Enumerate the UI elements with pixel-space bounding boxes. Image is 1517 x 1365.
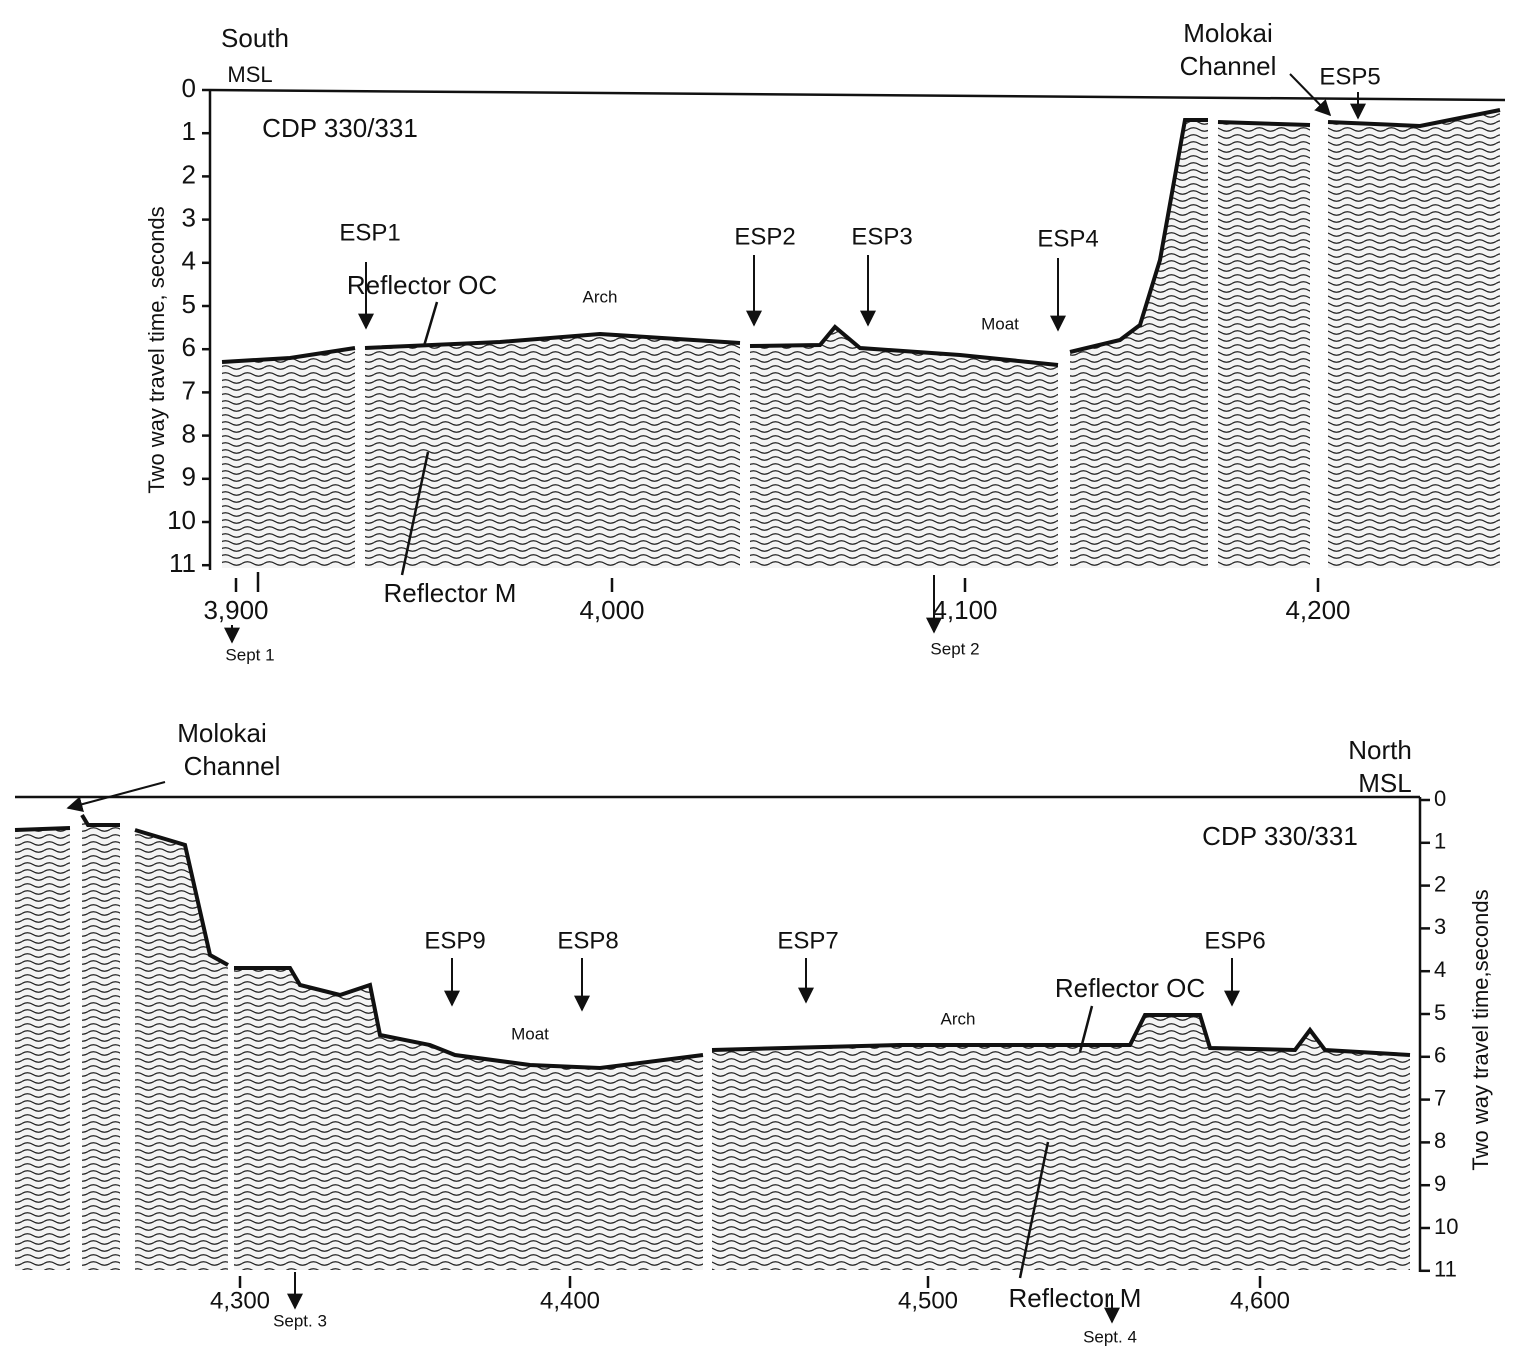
y-tick-label: 0 [182, 73, 196, 103]
seafloor-reflector [234, 966, 704, 1071]
y-tick-label: 11 [169, 548, 196, 578]
seismic-section [234, 968, 703, 1270]
x-tick-label: 4,600 [1230, 1287, 1290, 1314]
reflector-label: Reflector M [384, 578, 517, 608]
seafloor-reflector [134, 828, 229, 967]
reflector-label: Reflector M [1009, 1283, 1142, 1313]
seismic-section [135, 830, 228, 1270]
channel-label: Channel [1180, 51, 1277, 81]
msl-line [209, 88, 1506, 102]
channel-label: Channel [184, 751, 281, 781]
leader-line [422, 301, 439, 347]
y-tick-label: 7 [182, 375, 196, 405]
y-tick-label: 8 [1434, 1128, 1446, 1153]
y-tick-label: 6 [1434, 1043, 1446, 1068]
y-tick-label: 6 [182, 332, 196, 362]
arrow [66, 781, 166, 812]
feature-label: Arch [583, 287, 618, 306]
section-title: CDP 330/331 [1202, 821, 1358, 851]
x-tick-label: 4,300 [210, 1287, 270, 1314]
seafloor-reflector [749, 324, 1059, 367]
x-tick-label: 4,000 [579, 595, 644, 625]
reflector-label: Reflector OC [347, 270, 497, 300]
esp-label: ESP3 [851, 223, 912, 250]
date-label: Sept. 4 [1083, 1327, 1137, 1346]
y-axis-label: Two way travel time,seconds [1468, 889, 1493, 1170]
date-label: Sept. 3 [273, 1311, 327, 1330]
seafloor-reflector [14, 826, 71, 832]
y-tick-label: 5 [182, 289, 196, 319]
y-tick-label: 10 [167, 505, 196, 535]
seafloor-reflector [1327, 108, 1501, 129]
seafloor-reflector [364, 331, 741, 350]
esp-label: ESP4 [1037, 225, 1098, 252]
direction-label: North [1348, 735, 1412, 765]
feature-label: Arch [941, 1009, 976, 1028]
reflector-label: Reflector OC [1055, 973, 1205, 1003]
esp-label: ESP7 [777, 927, 838, 954]
esp-label: ESP1 [339, 219, 400, 246]
x-tick-label: 3,900 [203, 595, 268, 625]
direction-label: South [221, 23, 289, 53]
seafloor-reflector [1217, 120, 1311, 127]
esp-label: ESP6 [1204, 927, 1265, 954]
y-tick-label: 1 [182, 116, 196, 146]
y-tick-label: 11 [1434, 1257, 1457, 1282]
y-tick-label: 10 [1434, 1214, 1458, 1239]
date-label: Sept 2 [930, 639, 979, 658]
seismic-section [365, 334, 740, 568]
seafloor-reflector [711, 1013, 1411, 1057]
datum-label: MSL [227, 62, 272, 87]
leader-line [400, 451, 430, 576]
seismic-section [82, 815, 120, 1270]
esp-label: ESP9 [424, 927, 485, 954]
leader-line [1078, 1005, 1094, 1053]
seismic-section [1218, 122, 1310, 568]
y-axis-label: Two way travel time, seconds [144, 206, 169, 493]
y-tick-label: 4 [182, 246, 196, 276]
y-tick-label: 9 [1434, 1171, 1446, 1196]
y-tick-label: 7 [1434, 1085, 1446, 1110]
feature-label: Moat [981, 314, 1019, 333]
y-tick-label: 3 [1434, 914, 1446, 939]
esp-label: ESP5 [1319, 63, 1380, 90]
y-tick-label: 8 [182, 418, 196, 448]
seismic-section [222, 348, 355, 568]
x-tick-label: 4,100 [932, 595, 997, 625]
seismic-section [1070, 120, 1208, 568]
y-tick-label: 4 [1434, 957, 1446, 982]
x-tick-label: 4,400 [540, 1287, 600, 1314]
seafloor-reflector [221, 346, 356, 364]
x-tick-label: 4,200 [1285, 595, 1350, 625]
y-tick-label: 5 [1434, 1000, 1446, 1025]
seismic-section [712, 1015, 1410, 1270]
y-tick-label: 2 [1434, 871, 1446, 896]
y-tick-label: 9 [182, 462, 196, 492]
seafloor-reflector [1069, 118, 1208, 354]
seismic-section [750, 327, 1058, 568]
date-label: Sept 1 [225, 645, 274, 664]
feature-label: Moat [511, 1024, 549, 1043]
arrow [1289, 73, 1332, 117]
leader-line [1018, 1141, 1050, 1279]
section-title: CDP 330/331 [262, 113, 418, 143]
seismic-section [1328, 110, 1500, 568]
y-tick-label: 2 [182, 159, 196, 189]
esp-label: ESP2 [734, 223, 795, 250]
esp-label: ESP8 [557, 927, 618, 954]
seismic-section [15, 828, 70, 1270]
channel-label: Molokai [1183, 18, 1273, 48]
y-tick-label: 1 [1434, 829, 1446, 854]
x-tick-label: 4,500 [898, 1287, 958, 1314]
y-tick-label: 0 [1434, 786, 1446, 811]
y-tick-label: 3 [182, 202, 196, 232]
datum-label: MSL [1358, 768, 1411, 798]
channel-label: Molokai [177, 718, 267, 748]
seafloor-reflector [80, 813, 120, 827]
